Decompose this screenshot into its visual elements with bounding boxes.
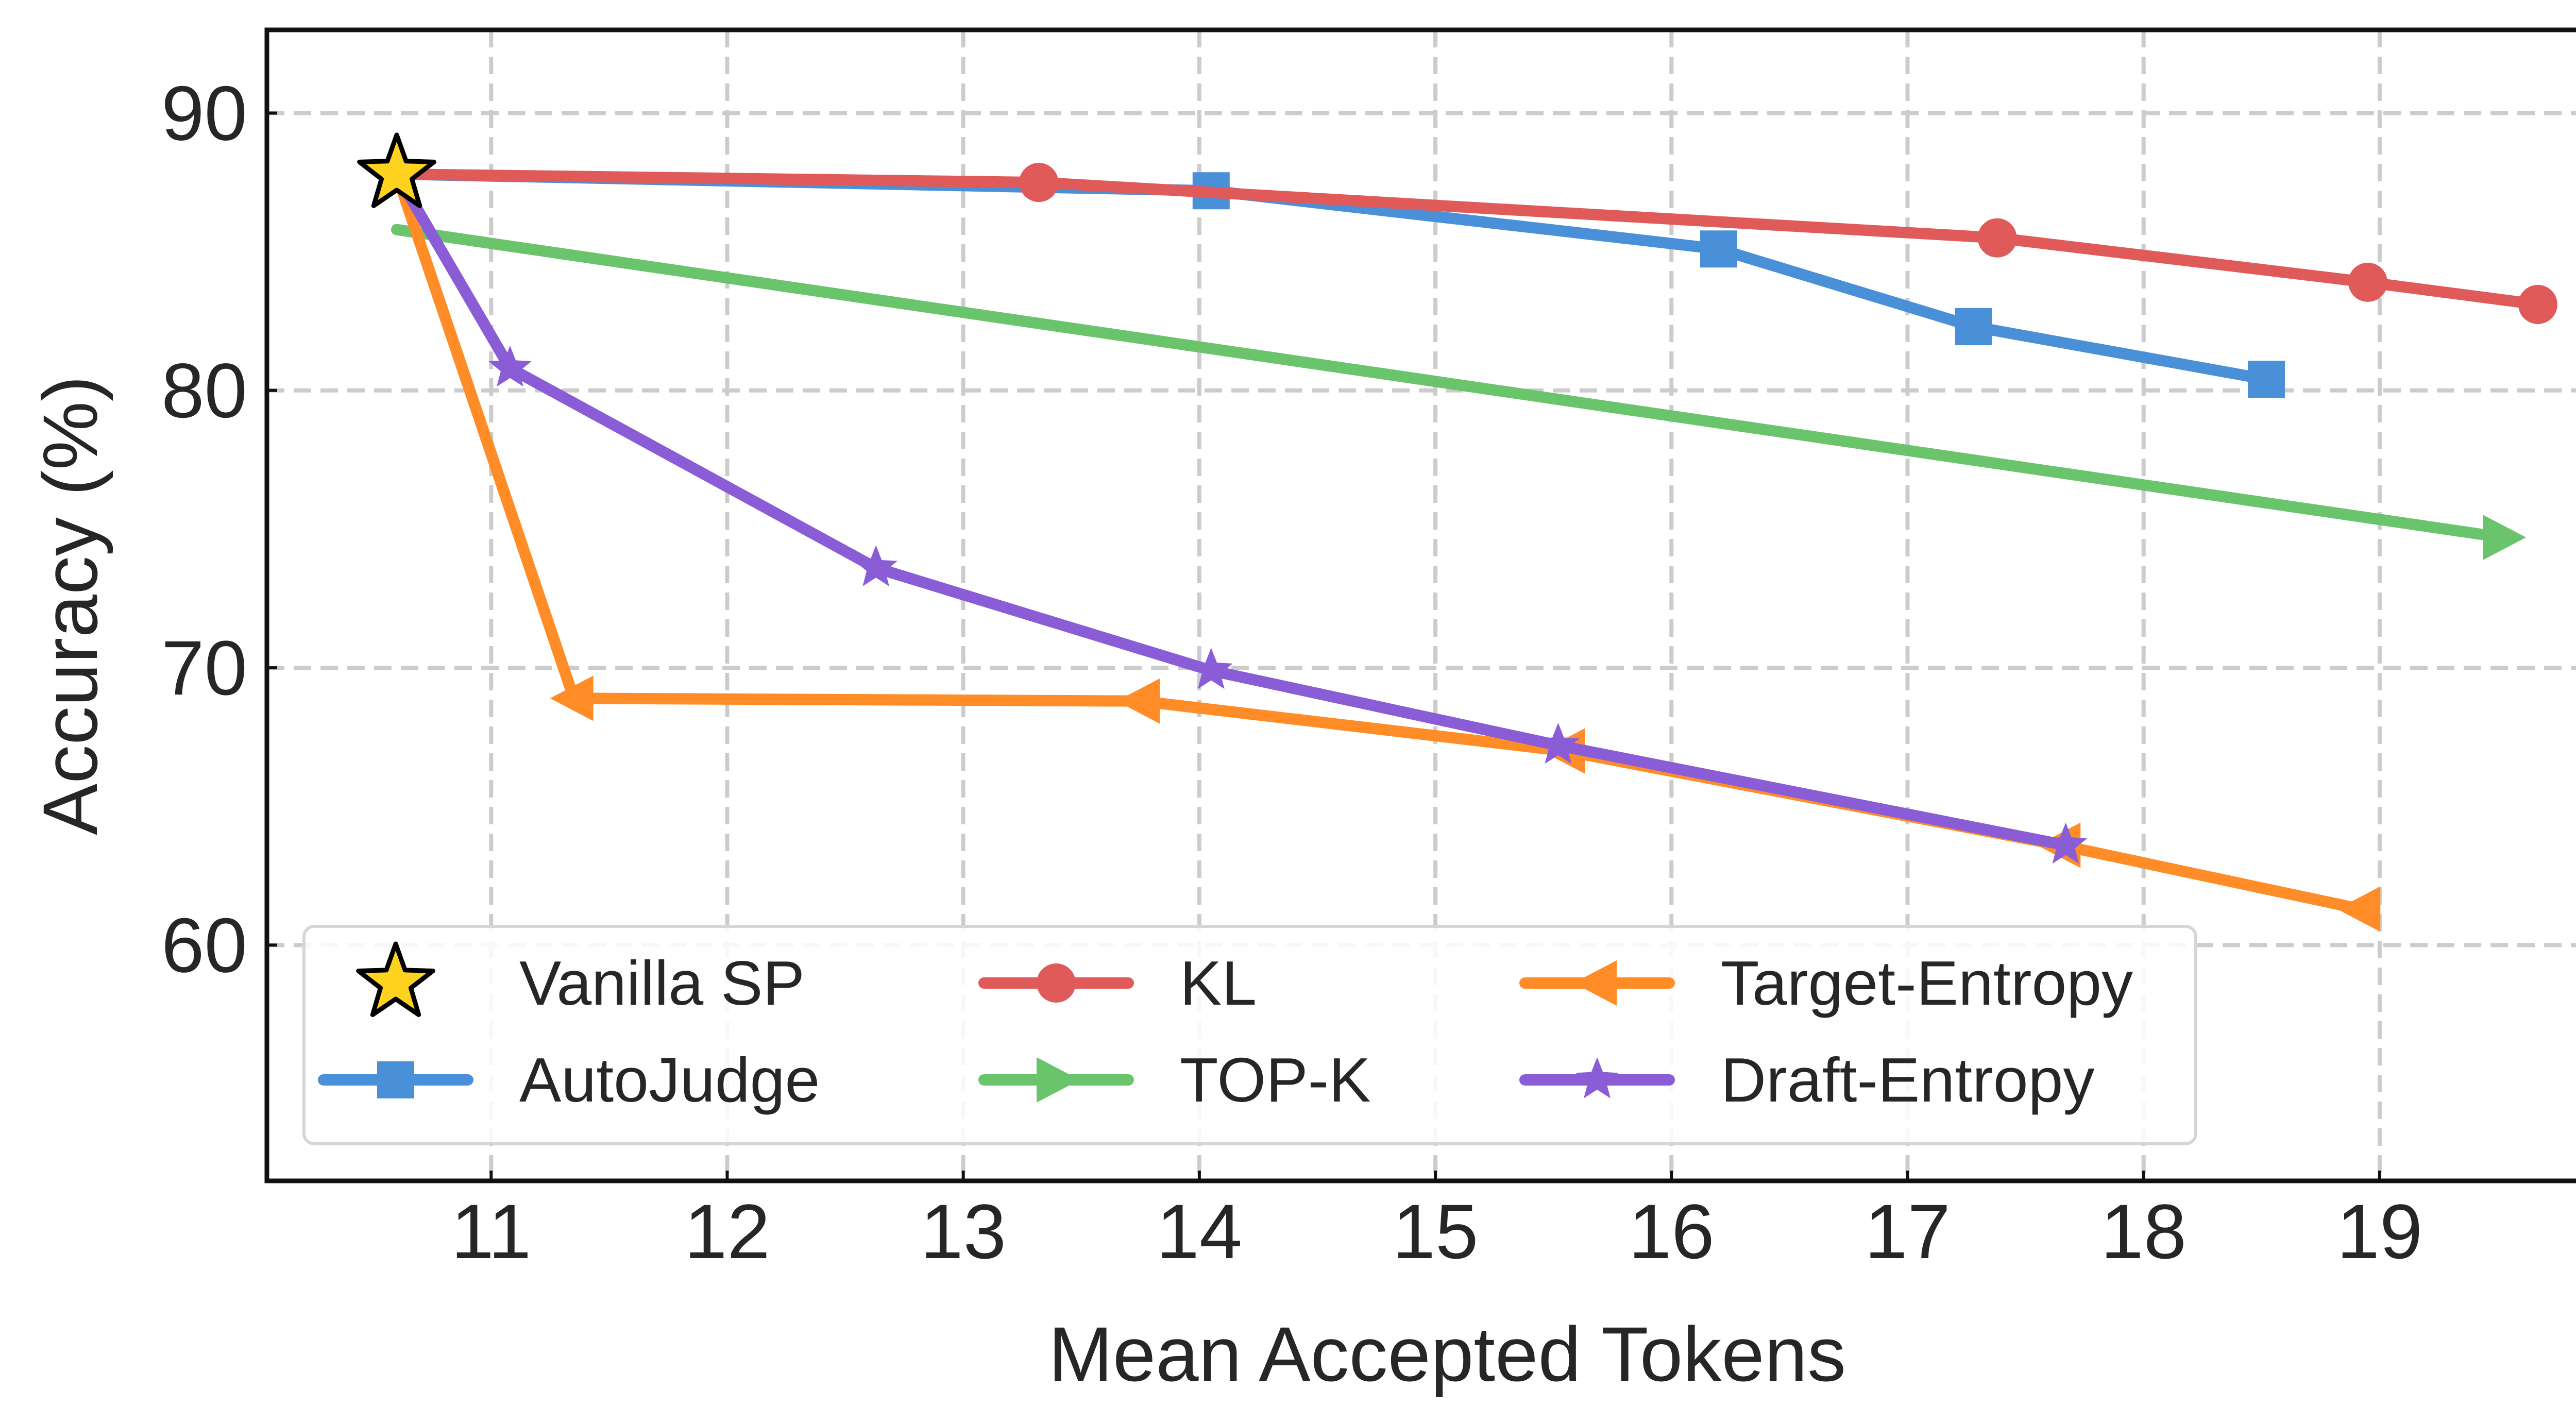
x-tick-label-15: 15 bbox=[1393, 1188, 1479, 1275]
x-tick-label-13: 13 bbox=[920, 1188, 1006, 1275]
data-point-target-entropy-1 bbox=[550, 675, 594, 721]
legend-item-target-entropy: Target-Entropy bbox=[1519, 948, 2133, 1018]
legend-marker-target-entropy bbox=[1573, 960, 1617, 1006]
x-tick-label-14: 14 bbox=[1156, 1188, 1242, 1275]
plot-frame bbox=[264, 27, 2576, 1183]
data-point-kl-1 bbox=[1019, 163, 1059, 202]
data-point-kl-4 bbox=[2518, 284, 2557, 324]
y-axis-label: Accuracy (%) bbox=[27, 376, 113, 835]
data-point-autojudge-2 bbox=[1700, 230, 1737, 268]
legend-item-autojudge: AutoJudge bbox=[318, 1045, 820, 1115]
legend: Vanilla SP KL Target-Entropy AutoJudge TOP-K… bbox=[302, 925, 2197, 1145]
legend-label-autojudge: AutoJudge bbox=[519, 1045, 820, 1115]
legend-marker-kl bbox=[1037, 963, 1076, 1003]
x-tick-label-11: 11 bbox=[451, 1188, 531, 1275]
legend-label-draft-entropy: Draft-Entropy bbox=[1721, 1045, 2094, 1115]
legend-marker-vanilla-sp bbox=[356, 941, 435, 1017]
series-kl bbox=[391, 163, 2557, 324]
legend-label-target-entropy: Target-Entropy bbox=[1721, 948, 2133, 1018]
legend-item-draft-entropy: Draft-Entropy bbox=[1519, 1045, 2094, 1115]
data-point-top-k-1 bbox=[2483, 515, 2527, 561]
y-tick-label-60: 60 bbox=[161, 902, 247, 988]
data-point-kl-3 bbox=[2348, 262, 2387, 302]
series-layer bbox=[357, 132, 2557, 932]
legend-label-kl: KL bbox=[1180, 948, 1257, 1018]
series-line-target-entropy bbox=[391, 168, 2367, 915]
data-point-draft-entropy-5 bbox=[2044, 822, 2088, 864]
data-point-vanilla-sp-0 bbox=[357, 132, 436, 208]
data-point-kl-2 bbox=[1977, 218, 2017, 258]
legend-label-vanilla-sp: Vanilla SP bbox=[519, 948, 805, 1018]
x-tick-label-16: 16 bbox=[1629, 1188, 1715, 1275]
x-tick-label-17: 17 bbox=[1865, 1188, 1951, 1275]
legend-marker-draft-entropy bbox=[1575, 1057, 1619, 1098]
data-point-draft-entropy-4 bbox=[1536, 722, 1580, 764]
legend-label-top-k: TOP-K bbox=[1180, 1045, 1371, 1115]
data-point-draft-entropy-1 bbox=[488, 345, 532, 387]
legend-item-kl: KL bbox=[978, 948, 1257, 1018]
series-line-draft-entropy bbox=[391, 168, 2072, 851]
x-axis-label: Mean Accepted Tokens bbox=[1048, 1311, 1846, 1397]
data-point-target-entropy-2 bbox=[1116, 678, 1160, 724]
data-point-autojudge-3 bbox=[1955, 308, 1992, 345]
data-point-target-entropy-5 bbox=[2337, 886, 2381, 932]
series-top-k bbox=[391, 224, 2527, 561]
data-point-draft-entropy-3 bbox=[1190, 648, 1233, 689]
series-vanilla-sp bbox=[357, 132, 436, 208]
legend-marker-top-k bbox=[1037, 1057, 1080, 1103]
x-tick-label-20: 20 bbox=[2573, 1188, 2576, 1275]
legend-box bbox=[302, 925, 2197, 1145]
legend-item-vanilla-sp: Vanilla SP bbox=[356, 941, 805, 1018]
y-tick-label-80: 80 bbox=[161, 347, 247, 434]
ticks: 11 12 13 14 15 16 17 18 19 20 60 70 80 90 bbox=[161, 70, 2576, 1275]
x-tick-label-19: 19 bbox=[2336, 1188, 2422, 1275]
series-line-top-k bbox=[391, 224, 2509, 544]
legend-marker-autojudge bbox=[377, 1061, 414, 1098]
data-point-autojudge-4 bbox=[2247, 361, 2285, 398]
x-tick-label-12: 12 bbox=[684, 1188, 770, 1275]
data-point-draft-entropy-2 bbox=[854, 545, 897, 586]
x-tick-label-18: 18 bbox=[2100, 1188, 2187, 1275]
series-draft-entropy bbox=[391, 168, 2088, 864]
legend-item-top-k: TOP-K bbox=[978, 1045, 1371, 1115]
y-tick-label-90: 90 bbox=[161, 70, 247, 156]
y-tick-label-70: 70 bbox=[161, 624, 247, 711]
